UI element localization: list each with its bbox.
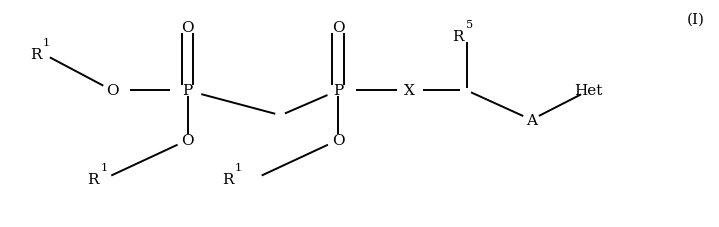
Text: A: A xyxy=(526,113,537,127)
Text: 1: 1 xyxy=(235,162,242,172)
Text: O: O xyxy=(181,133,194,147)
Text: R: R xyxy=(30,48,42,62)
Text: R: R xyxy=(452,30,464,44)
Text: O: O xyxy=(331,21,344,35)
Text: 1: 1 xyxy=(43,38,50,48)
Text: X: X xyxy=(404,84,415,98)
Text: P: P xyxy=(183,84,193,98)
Text: Het: Het xyxy=(574,84,603,98)
Text: O: O xyxy=(181,21,194,35)
Text: P: P xyxy=(333,84,343,98)
Text: 5: 5 xyxy=(465,20,472,30)
Text: O: O xyxy=(106,84,119,98)
Text: 1: 1 xyxy=(100,162,107,172)
Text: (I): (I) xyxy=(687,12,705,26)
Text: R: R xyxy=(87,173,99,187)
Text: R: R xyxy=(222,173,234,187)
Text: O: O xyxy=(331,133,344,147)
